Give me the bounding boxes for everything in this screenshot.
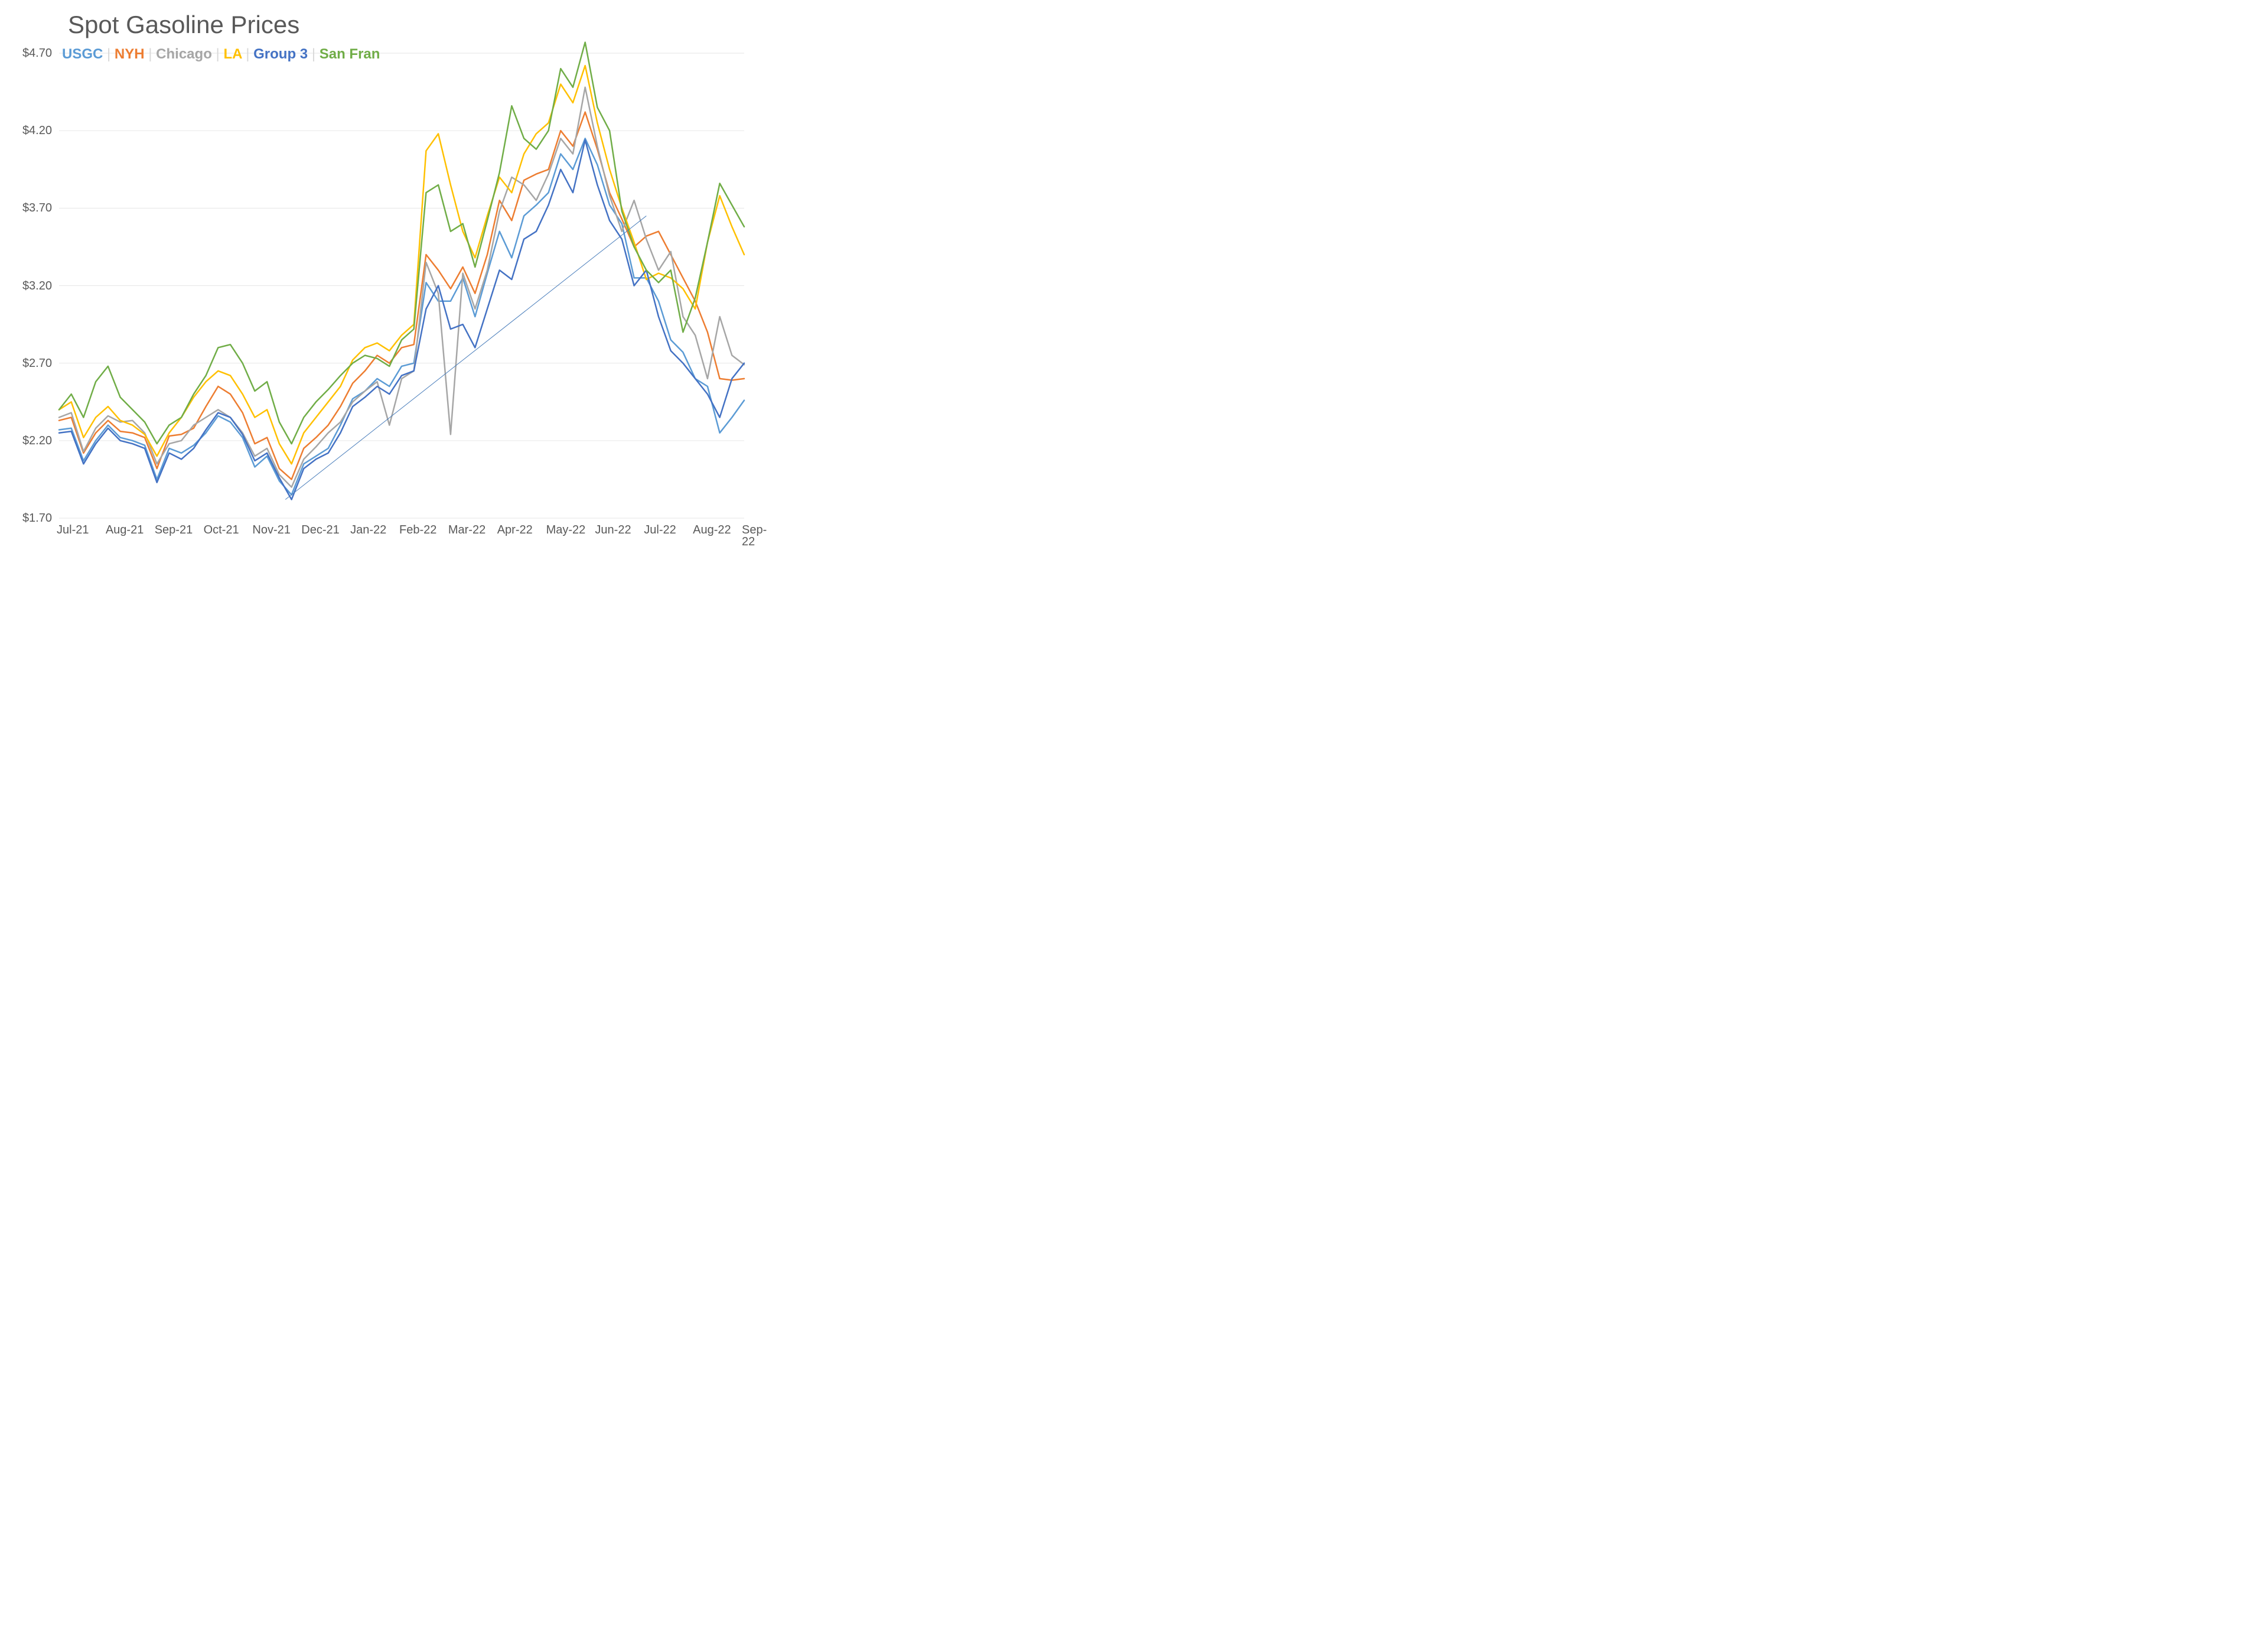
legend-item-usgc: USGC bbox=[62, 46, 103, 62]
series-line-san-fran bbox=[59, 43, 744, 444]
legend-item-la: LA bbox=[223, 46, 242, 62]
x-axis-tick-label: Jul-22 bbox=[644, 524, 676, 536]
x-axis-tick-label: Apr-22 bbox=[497, 524, 533, 536]
legend-item-chicago: Chicago bbox=[156, 46, 212, 62]
y-axis-tick-label: $4.70 bbox=[22, 47, 52, 59]
chart-plot-area bbox=[0, 0, 756, 548]
x-axis-tick-label: Dec-21 bbox=[301, 524, 339, 536]
series-line-chicago bbox=[59, 87, 744, 487]
x-axis-tick-label: Aug-22 bbox=[693, 524, 731, 536]
y-axis-tick-label: $3.70 bbox=[22, 202, 52, 214]
x-axis-tick-label: Sep-22 bbox=[742, 524, 767, 548]
legend-item-nyh: NYH bbox=[115, 46, 145, 62]
y-axis-tick-label: $1.70 bbox=[22, 512, 52, 524]
y-axis-tick-label: $2.70 bbox=[22, 357, 52, 369]
legend-item-group-3: Group 3 bbox=[253, 46, 308, 62]
series-line-usgc bbox=[59, 138, 744, 494]
x-axis-tick-label: Jul-21 bbox=[57, 524, 89, 536]
x-axis-tick-label: Jan-22 bbox=[350, 524, 386, 536]
trend-line bbox=[285, 216, 646, 499]
chart-container: Spot Gasoline Prices USGC | NYH | Chicag… bbox=[0, 0, 756, 548]
x-axis-tick-label: Sep-21 bbox=[155, 524, 193, 536]
x-axis-tick-label: Mar-22 bbox=[448, 524, 485, 536]
y-axis-tick-label: $4.20 bbox=[22, 125, 52, 136]
chart-title: Spot Gasoline Prices bbox=[68, 11, 299, 39]
x-axis-tick-label: May-22 bbox=[546, 524, 586, 536]
x-axis-tick-label: Jun-22 bbox=[595, 524, 631, 536]
x-axis-tick-label: Feb-22 bbox=[399, 524, 436, 536]
y-axis-tick-label: $3.20 bbox=[22, 280, 52, 292]
x-axis-tick-label: Oct-21 bbox=[204, 524, 239, 536]
x-axis-tick-label: Nov-21 bbox=[252, 524, 290, 536]
series-line-nyh bbox=[59, 112, 744, 480]
series-line-la bbox=[59, 66, 744, 464]
x-axis-tick-label: Aug-21 bbox=[106, 524, 144, 536]
chart-legend: USGC | NYH | Chicago | LA | Group 3 | Sa… bbox=[62, 46, 380, 63]
legend-item-san-fran: San Fran bbox=[320, 46, 380, 62]
y-axis-tick-label: $2.20 bbox=[22, 435, 52, 447]
